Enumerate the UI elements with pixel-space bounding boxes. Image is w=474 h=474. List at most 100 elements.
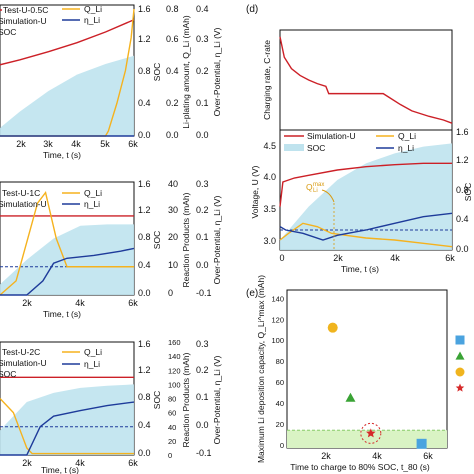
xlabel-d: Time, t (s) xyxy=(341,264,379,274)
panel-d-bottom-plot xyxy=(279,143,453,250)
panel-c-plot xyxy=(0,376,135,456)
panel-a-y3: 0.0 0.1 0.2 0.3 0.4 Over-Potential, η_Li… xyxy=(196,4,222,140)
legend-a-q-label: Q_Li xyxy=(84,4,102,14)
legend-a-sim-label: Simulation-U xyxy=(0,16,47,26)
xtick-a-4k: 4k xyxy=(71,139,81,149)
ytick-d-30: 3.0 xyxy=(263,236,276,246)
ytick-b2-1: 10 xyxy=(168,260,178,270)
ytick-c2-0: 0 xyxy=(168,451,172,460)
point-star xyxy=(366,428,376,438)
xtick-e-6k: 6k xyxy=(423,451,433,461)
legend-a-test-label: Test-U-0.5C xyxy=(3,5,48,15)
panel-b-y3: -0.1 0.0 0.1 0.2 0.3 Over-Potential, η_L… xyxy=(196,179,222,298)
xtick-a-2k: 2k xyxy=(16,139,26,149)
ytick-a1-1: 0.4 xyxy=(138,98,151,108)
series-c-eta-line xyxy=(0,401,135,456)
series-d-bottom-eta-line xyxy=(279,212,453,241)
series-b-eta-line xyxy=(0,247,135,296)
ytick-e-20: 20 xyxy=(276,420,284,429)
ytick-e-120: 120 xyxy=(271,315,284,324)
xtick-c-4k: 4k xyxy=(75,458,85,468)
ytick-a2-0: 0.0 xyxy=(166,130,179,140)
xtick-a-6k: 6k xyxy=(128,139,138,149)
panel-e-frame xyxy=(286,289,448,449)
xlabel-e: Time to charge to 80% SOC, t_80 (s) xyxy=(290,462,430,472)
ytick-b1-2: 0.8 xyxy=(138,232,151,242)
legend-a-eta-label: η_Li xyxy=(84,15,100,25)
ytick-c3-4: 0.3 xyxy=(196,339,209,349)
ytick-c2-6: 120 xyxy=(168,366,181,375)
panel-c-legend: Test-U-2C Simulation-U SOC Q_Li η_Li xyxy=(0,347,102,379)
series-d-bottom-simulation-u-line xyxy=(279,162,452,207)
series-b-soc-area xyxy=(0,224,134,295)
ytick-d-soc-0: 0.0 xyxy=(456,244,469,254)
panel-a-xticks: 2k 3k 4k 5k 6k Time, t (s) xyxy=(16,139,138,160)
annotation-qmax: Q xyxy=(306,182,313,192)
series-d-bottom-soc-area xyxy=(280,143,452,250)
annotation-qmax-sub: Li xyxy=(313,188,318,194)
ytick-a2-2: 0.4 xyxy=(166,66,179,76)
ylabel-b3: Over-Potential, η_Li (V) xyxy=(212,195,222,284)
series-b-q-line xyxy=(0,190,134,296)
point-star-highlight xyxy=(360,422,382,444)
xlabel-c: Time, t (s) xyxy=(41,465,79,474)
legend-b-sim-label: Simulation-U xyxy=(0,199,47,209)
point-triangle xyxy=(345,392,356,402)
xlabel-a: Time, t (s) xyxy=(43,150,81,160)
series-d-top-c-rate-line xyxy=(279,36,453,124)
series-a-soc-area xyxy=(0,55,134,137)
ylabel-b1: SOC xyxy=(152,231,162,249)
ylabel-c3: Over-Potential, η_Li (V) xyxy=(212,355,222,444)
xtick-c-6k: 6k xyxy=(128,458,138,468)
ytick-a1-3: 1.2 xyxy=(138,34,151,44)
ylabel-e: Maximum Li deposition capacity, Q_Li^max… xyxy=(256,275,266,463)
panel-a: Test-U-0.5C Simulation-U SOC Q_Li η_Li 2… xyxy=(0,4,222,160)
ytick-a2-3: 0.6 xyxy=(166,34,179,44)
xtick-d-0: 0 xyxy=(279,253,284,263)
ytick-c1-3: 1.2 xyxy=(138,365,151,375)
panel-e-yticks: 0 20 40 60 80 100 120 140 xyxy=(271,294,284,449)
ytick-b3-3: 0.2 xyxy=(196,205,209,215)
xtick-a-3k: 3k xyxy=(43,139,53,149)
legend-d-eta-label: η_Li xyxy=(398,143,414,153)
panel-b-legend: Test-U-1C Simulation-U Q_Li η_Li xyxy=(0,188,102,209)
panel-c-y1: 0.0 0.4 0.8 1.2 1.6 SOC xyxy=(138,339,162,458)
xtick-d-2k: 2k xyxy=(333,253,343,263)
green-band xyxy=(287,430,447,448)
ylabel-b2: Reaction Products (mAh) xyxy=(181,192,191,287)
ytick-c2-5: 100 xyxy=(168,380,181,389)
ytick-d-40: 4.0 xyxy=(263,172,276,182)
ylabel-c2: Reaction Products (mAh) xyxy=(181,352,191,447)
panel-a-y1: 0.0 0.4 0.8 1.2 1.6 SOC xyxy=(138,4,162,140)
ytick-b2-4: 40 xyxy=(168,179,178,189)
panel-e-legend xyxy=(455,335,465,392)
series-c-q-line xyxy=(0,398,134,455)
xtick-d-6k: 6k xyxy=(445,253,455,263)
panel-d-annotation: Q max Li xyxy=(306,182,335,250)
ytick-a1-4: 1.6 xyxy=(138,4,151,14)
panel-d-yright: 0.0 0.4 0.8 1.2 1.6 SOC xyxy=(456,127,473,254)
legend-c-q-label: Q_Li xyxy=(84,347,102,357)
panel-d-legend: Simulation-U SOC Q_Li η_Li xyxy=(284,131,416,153)
panel-b: Test-U-1C Simulation-U Q_Li η_Li 2k 4k 6… xyxy=(0,179,222,319)
xtick-a-5k: 5k xyxy=(100,139,110,149)
legend-a-soc-label: SOC xyxy=(0,27,16,37)
xtick-e-4k: 4k xyxy=(372,451,382,461)
ytick-a3-1: 0.1 xyxy=(196,98,209,108)
legend-c-sim-label: Simulation-U xyxy=(0,358,47,368)
xtick-b-2k: 2k xyxy=(22,298,32,308)
ytick-d-45: 4.5 xyxy=(263,141,276,151)
legend-c-eta-label: η_Li xyxy=(84,359,100,369)
panel-b-xticks: 2k 4k 6k Time, t (s) xyxy=(22,298,138,319)
series-c-soc-area xyxy=(0,384,134,455)
panel-a-y2: 0.0 0.2 0.4 0.6 0.8 Li-plating amount, Q… xyxy=(166,4,191,140)
ytick-b3-1: 0.0 xyxy=(196,260,209,270)
panel-c: Test-U-2C Simulation-U SOC Q_Li η_Li 2k … xyxy=(0,338,222,474)
ytick-c3-0: -0.1 xyxy=(196,448,212,458)
panel-e: (e) 0 20 40 60 80 100 120 140 Maximum Li deposi… xyxy=(246,275,465,472)
ytick-c2-2: 40 xyxy=(168,423,176,432)
ytick-c2-3: 60 xyxy=(168,409,176,418)
legend-c-test-label: Test-U-2C xyxy=(2,347,40,357)
xlabel-b: Time, t (s) xyxy=(43,309,81,319)
panel-c-xticks: 2k 4k 6k Time, t (s) xyxy=(22,458,138,474)
